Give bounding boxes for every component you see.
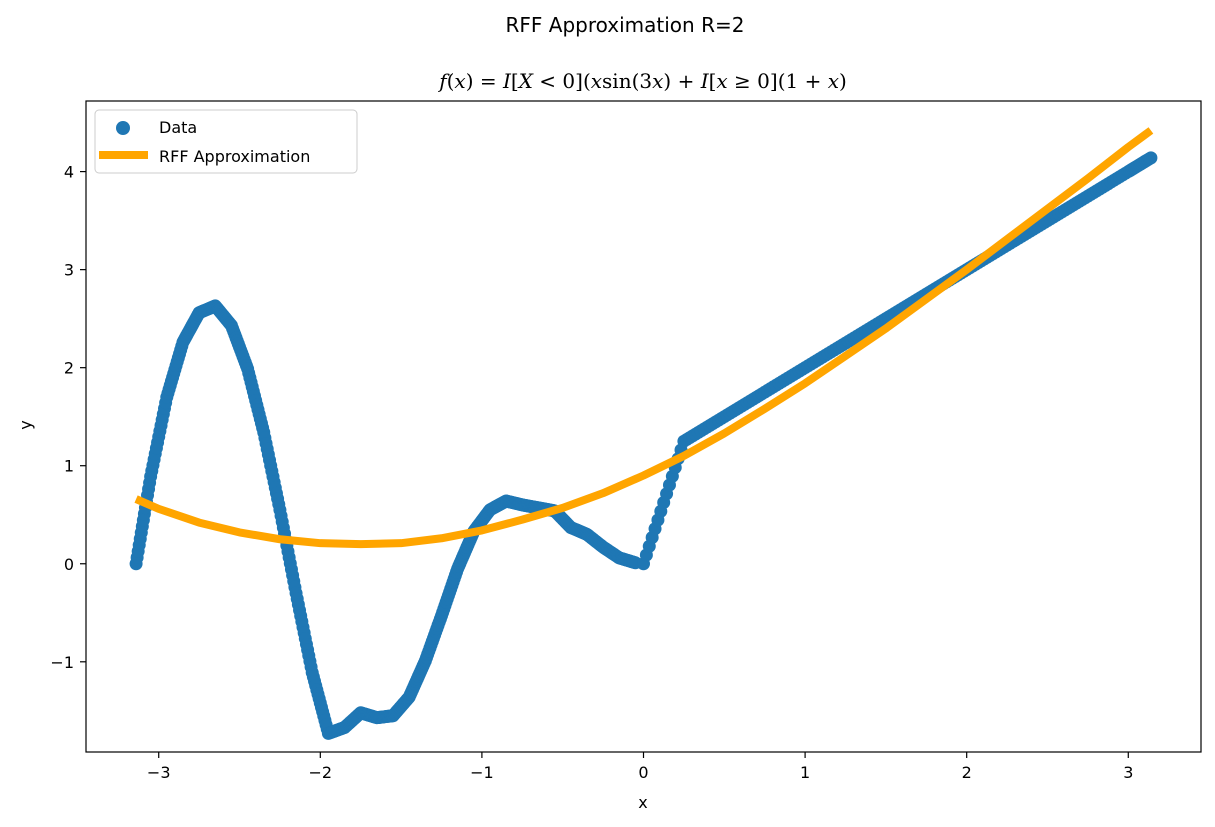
- x-tick-label: 1: [800, 763, 810, 782]
- legend-label-rff: RFF Approximation: [159, 147, 310, 166]
- y-tick-label: 0: [64, 555, 74, 574]
- x-axis-label: x: [638, 793, 647, 812]
- axes: −3 −2 −1 0 1 2 3 −1 0 1 2 3 4: [50, 100, 1202, 782]
- y-tick-label: 4: [64, 163, 74, 182]
- series-data: [129, 151, 1158, 740]
- legend-box: [94, 109, 358, 174]
- axes-frame: [85, 100, 1202, 753]
- x-tick-label: −1: [470, 763, 494, 782]
- plot-area: [129, 127, 1158, 740]
- y-tick-label: 3: [64, 261, 74, 280]
- y-tick-label: −1: [50, 653, 74, 672]
- y-tick-label: 2: [64, 359, 74, 378]
- legend-marker-data: [116, 121, 130, 135]
- legend-label-data: Data: [159, 118, 197, 137]
- x-tick-label: 3: [1123, 763, 1133, 782]
- series-rff-approximation: [134, 127, 1154, 549]
- x-tick-label: −2: [309, 763, 333, 782]
- y-axis-label: y: [16, 420, 35, 429]
- x-tick-label: −3: [147, 763, 171, 782]
- chart-title: f(x) = I[X < 0](xsin(3x) + I[x ≥ 0](1 + …: [437, 69, 847, 93]
- x-tick-label: 2: [962, 763, 972, 782]
- data-point: [1144, 151, 1158, 165]
- legend: Data RFF Approximation: [94, 109, 358, 174]
- chart-suptitle: RFF Approximation R=2: [506, 13, 745, 37]
- y-tick-label: 1: [64, 457, 74, 476]
- x-tick-label: 0: [638, 763, 648, 782]
